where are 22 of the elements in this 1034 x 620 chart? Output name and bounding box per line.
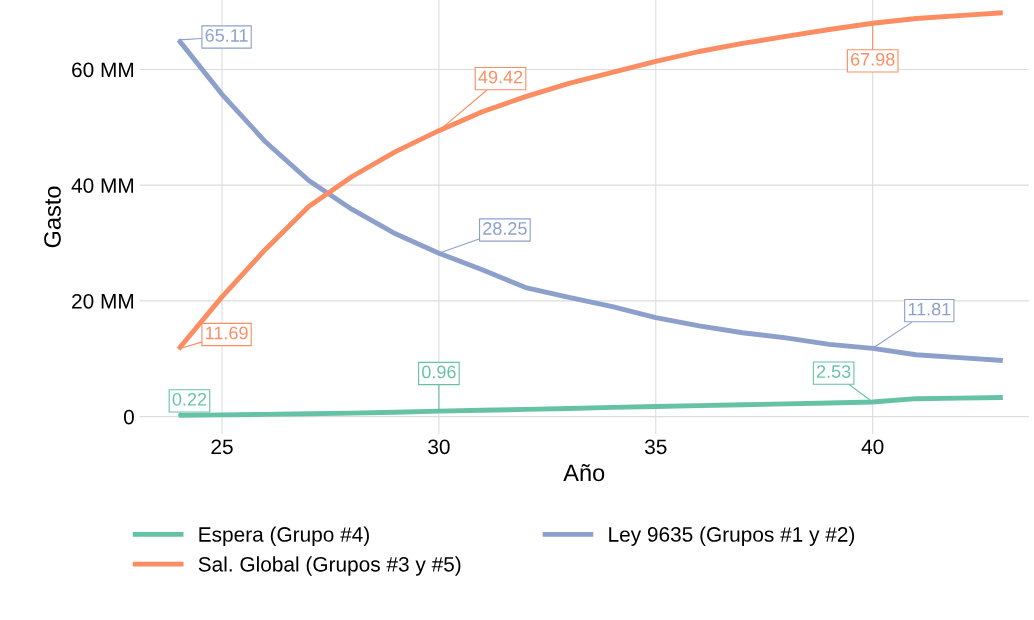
- annotation: 11.81: [908, 302, 951, 316]
- x-tick-label: 40: [861, 439, 884, 455]
- legend-label: Ley 9635 (Grupos #1 y #2): [609, 526, 855, 546]
- x-tick-label: 35: [644, 439, 667, 455]
- x-axis-title: Año: [563, 464, 605, 482]
- y-axis-title: Gasto: [44, 186, 61, 248]
- annotation: 0.22: [172, 392, 207, 406]
- y-tick-label: 0: [123, 409, 134, 425]
- y-tick-label: 40 MM: [71, 178, 134, 193]
- annotation: 0.96: [422, 365, 456, 379]
- annotation: 11.69: [206, 326, 248, 340]
- annotation: 2.53: [816, 365, 851, 378]
- legend-label: Sal. Global (Grupos #3 y #5): [198, 556, 461, 576]
- annotation: 49.42: [478, 70, 523, 84]
- x-tick-label: 25: [211, 439, 233, 455]
- y-tick-label: 60 MM: [72, 62, 134, 78]
- y-tick-label: 20 MM: [72, 293, 134, 309]
- annotation: 28.25: [483, 222, 527, 235]
- annotation: 67.98: [851, 52, 895, 66]
- annotation: 65.11: [205, 29, 248, 42]
- x-tick-label: 30: [428, 439, 450, 455]
- legend-label: Espera (Grupo #4): [199, 526, 369, 546]
